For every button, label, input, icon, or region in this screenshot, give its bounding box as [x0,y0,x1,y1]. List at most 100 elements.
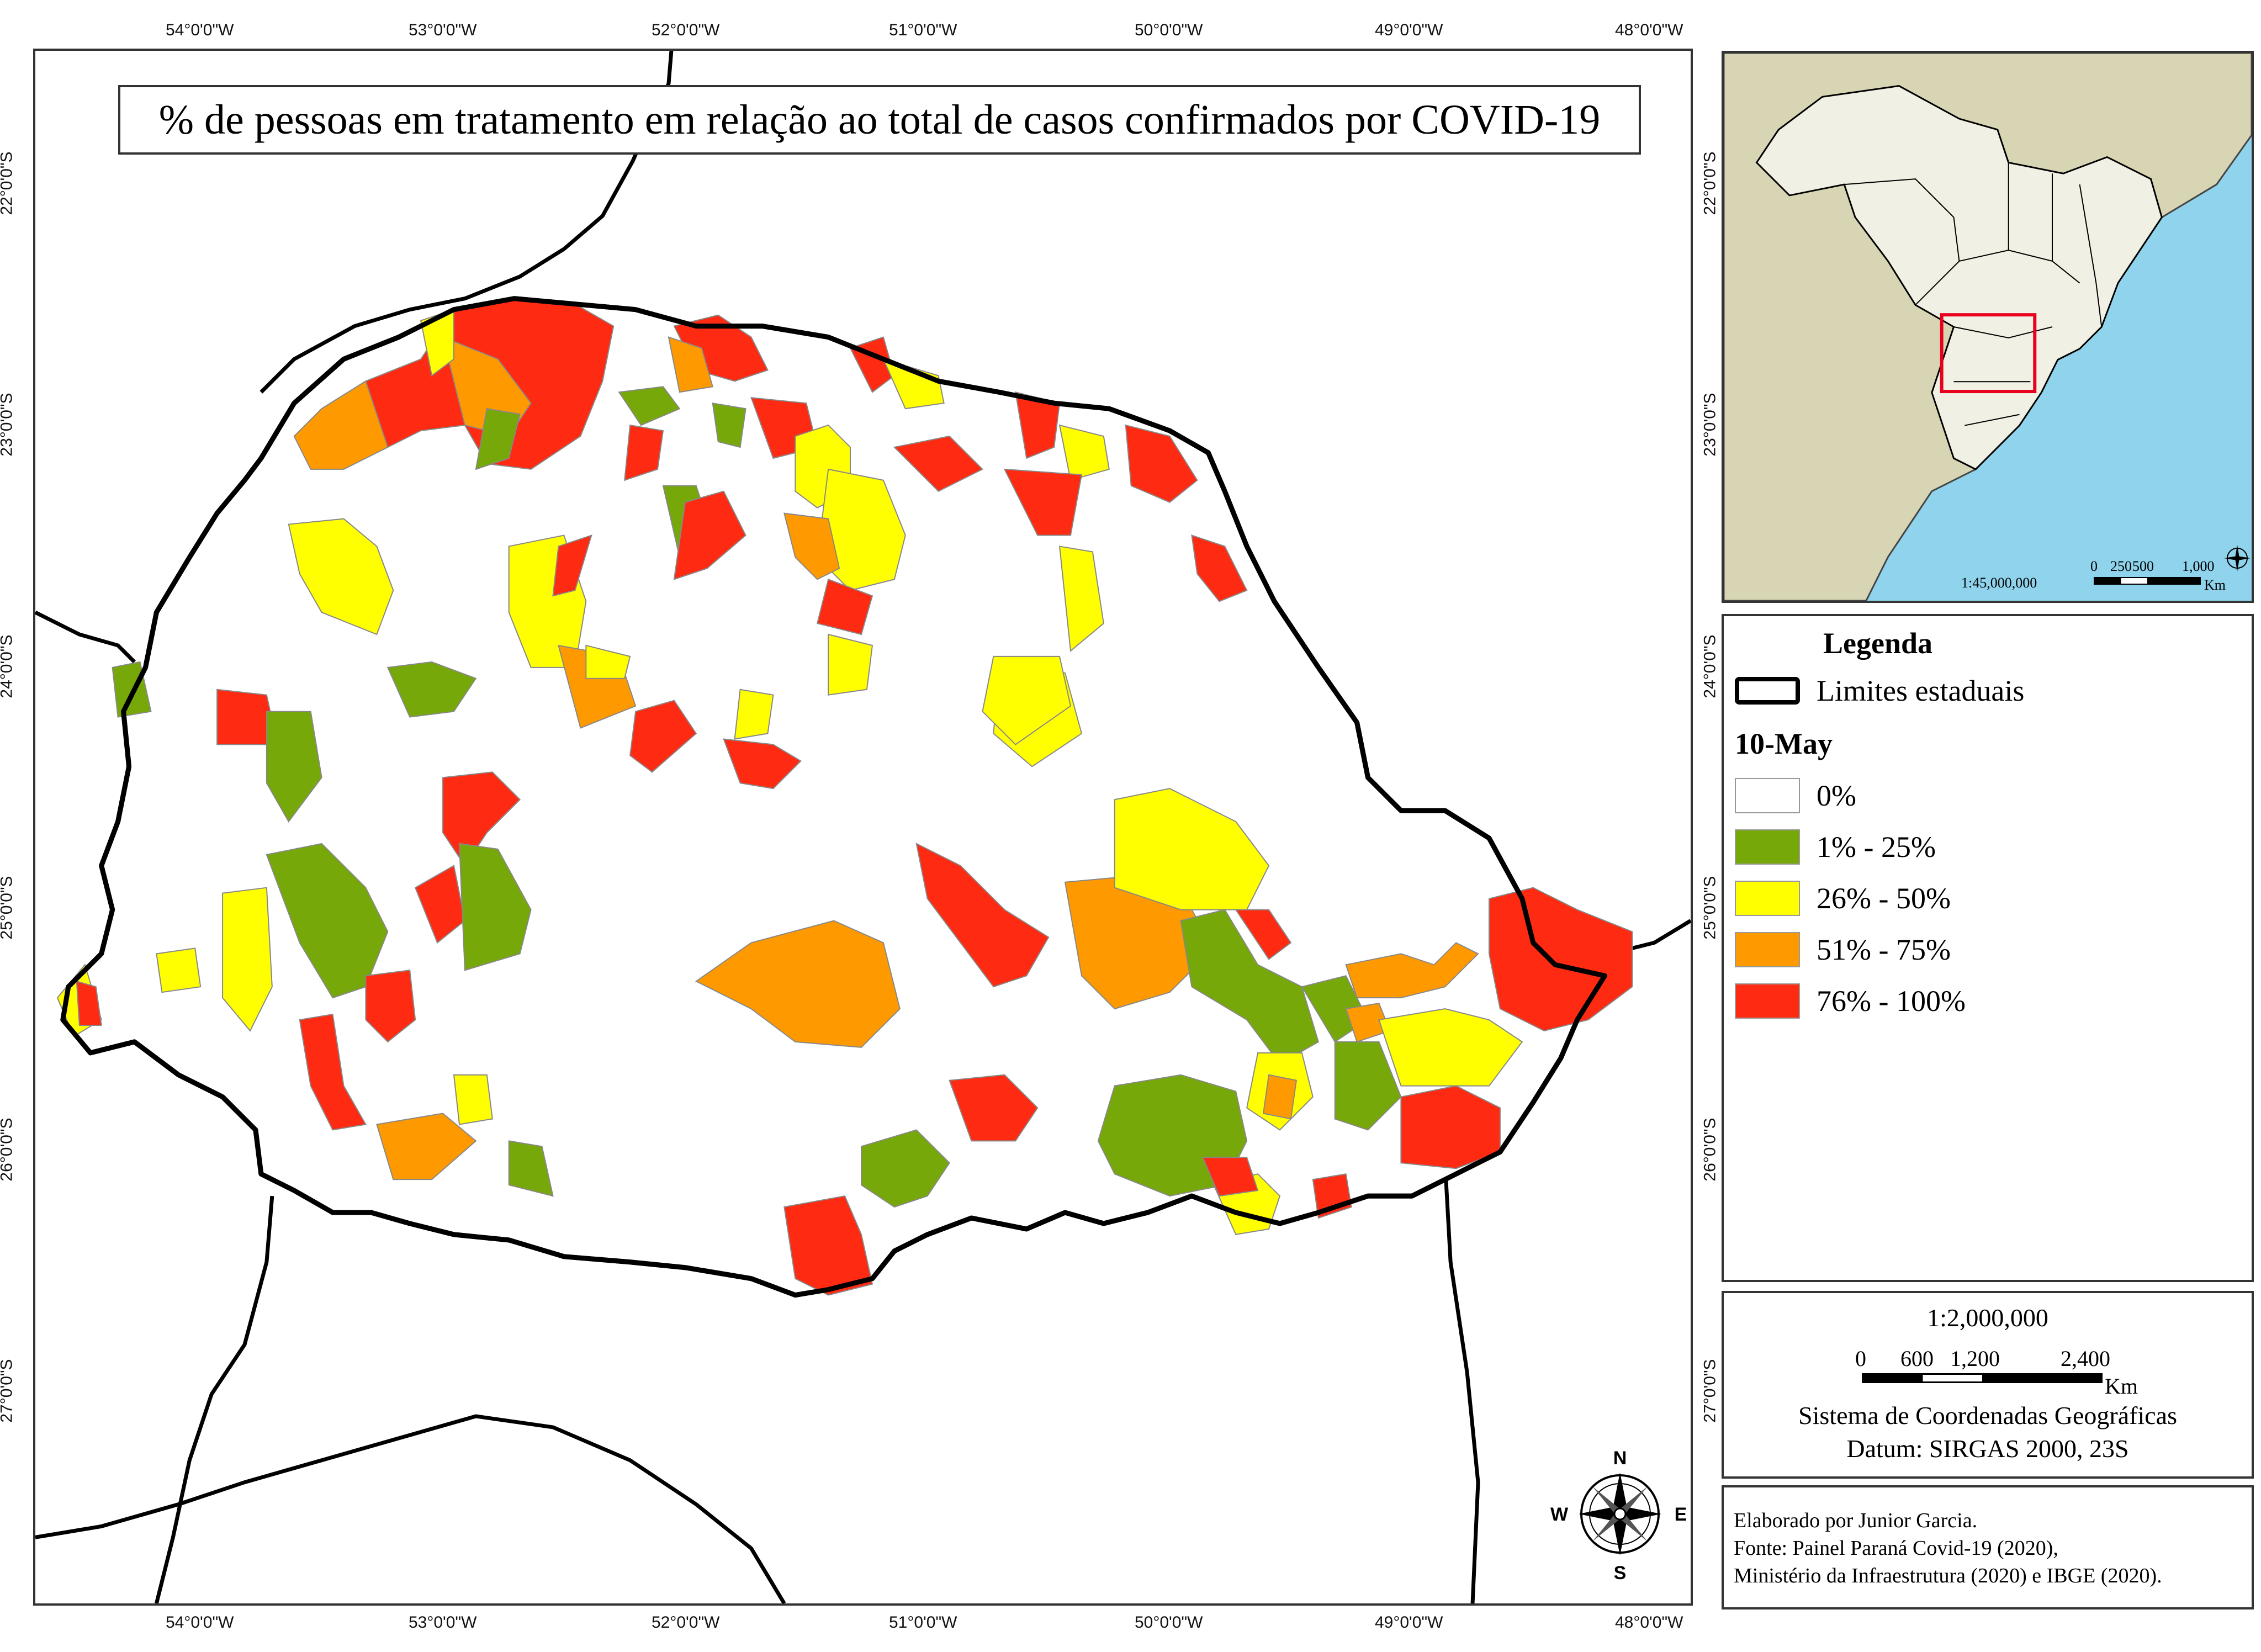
municipality [893,435,984,492]
municipality [783,1195,873,1296]
municipality [695,920,901,1048]
municipality [1125,424,1198,503]
scale-ratio: 1:2,000,000 [1927,1304,2048,1332]
municipality [668,336,713,393]
inset-tick: 0 [2090,558,2098,574]
coordinate-system: Sistema de Coordenadas Geográficas [1798,1401,2177,1429]
lat-label-right: 25°0'0"S [1701,876,1719,940]
legend-date: 10-May [1735,727,1833,760]
lon-label-top: 50°0'0"W [1135,21,1203,39]
credits-panel: Elaborado por Junior Garcia. Fonte: Pain… [1722,1485,2254,1609]
legend-item-state-limits: Limites estaduais [1735,671,2024,710]
municipality [475,408,521,470]
legend-label: 51% - 75% [1817,933,1951,966]
municipality [882,358,945,410]
lon-label-bottom: 51°0'0"W [889,1613,957,1632]
brazil-land [1755,84,2163,470]
lat-label-right: 24°0'0"S [1701,634,1719,698]
municipality [723,738,802,790]
municipality [76,980,102,1026]
legend-label: 1% - 25% [1817,830,1936,864]
municipality [1191,534,1248,602]
municipality [442,771,521,867]
municipality [552,534,592,597]
lon-label-bottom: 52°0'0"W [652,1613,720,1632]
legend-item: 51% - 75% [1735,930,1951,969]
inset-tick: 250 [2110,558,2132,574]
municipality [453,1074,493,1125]
inset-tick: 500 [2132,558,2154,574]
lat-label-right: 26°0'0"S [1701,1118,1719,1182]
compass-rose-icon: N S E W [1548,1442,1692,1586]
source-credit: Fonte: Painel Paraná Covid-19 (2020), [1734,1537,2058,1560]
municipality [673,490,746,580]
lon-label-top: 54°0'0"W [166,21,234,39]
legend-item: 76% - 100% [1735,982,1966,1020]
municipality [949,1074,1039,1142]
municipality [266,711,322,823]
municipality [288,518,394,636]
municipality [1058,546,1104,652]
municipality [817,578,873,636]
main-map: % de pessoas em tratamento em relação ao… [33,49,1693,1606]
state-limits-swatch [1735,677,1800,705]
lat-label-right: 27°0'0"S [1701,1359,1719,1423]
border-line [35,1414,786,1603]
municipality [386,661,477,718]
border-line [1443,1163,1480,1603]
municipality [299,1013,367,1131]
municipality [293,380,389,470]
municipality [1345,942,1479,999]
north-arrow-icon [2224,545,2251,571]
municipality [266,843,389,999]
lon-label-bottom: 53°0'0"W [409,1613,477,1632]
municipality [1180,909,1319,1065]
parana-state-outline [60,296,1607,1298]
author-credit: Elaborado por Junior Garcia. [1734,1509,1978,1532]
lon-label-bottom: 54°0'0"W [166,1613,234,1632]
source-credit: Ministério da Infraestrutura (2020) e IB… [1734,1564,2162,1587]
scale-tick: 600 [1900,1346,1934,1371]
municipality [618,386,681,426]
lon-label-top: 48°0'0"W [1615,21,1683,39]
parana-locator-box [1940,313,2037,394]
municipality [712,402,746,448]
inset-scale-unit: Km [2204,577,2226,593]
municipality [1262,1074,1298,1120]
map-title: % de pessoas em tratamento em relação ao… [118,85,1641,155]
municipality [156,947,202,993]
municipality [1235,909,1292,960]
scale-tick: 1,200 [1950,1346,2000,1371]
municipality [734,689,774,740]
legend-label: 76% - 100% [1817,984,1966,1018]
municipality [508,1140,554,1197]
municipality [376,1113,477,1180]
parana-choropleth [35,51,1691,1603]
legend-swatch [1735,778,1800,813]
scale-panel: 1:2,000,000 0 600 1,200 2,400 Km Sistema… [1722,1291,2254,1479]
lon-label-top: 52°0'0"W [652,21,720,39]
lon-label-top: 53°0'0"W [409,21,477,39]
legend-item: 1% - 25% [1735,828,1936,866]
lon-label-top: 49°0'0"W [1375,21,1443,39]
lat-label-right: 23°0'0"S [1701,393,1719,457]
municipality [624,424,664,481]
legend-item: 26% - 50% [1735,879,1951,918]
lon-label-top: 51°0'0"W [889,21,957,39]
border-line [155,1195,274,1603]
compass-n: N [1613,1448,1627,1469]
south-america-map [1724,53,2252,601]
municipality [585,644,631,679]
inset-tick: 1,000 [2182,558,2215,574]
municipality [458,843,532,971]
municipality [1114,788,1270,910]
compass-s: S [1614,1563,1627,1584]
legend-item: 0% [1735,776,1856,815]
municipality [982,655,1072,745]
municipality [1488,887,1633,1032]
legend-swatch [1735,932,1800,967]
municipality [1003,468,1083,536]
municipality [365,970,416,1043]
lat-label-right: 22°0'0"S [1701,151,1719,215]
lat-label-left: 26°0'0"S [0,1118,16,1182]
